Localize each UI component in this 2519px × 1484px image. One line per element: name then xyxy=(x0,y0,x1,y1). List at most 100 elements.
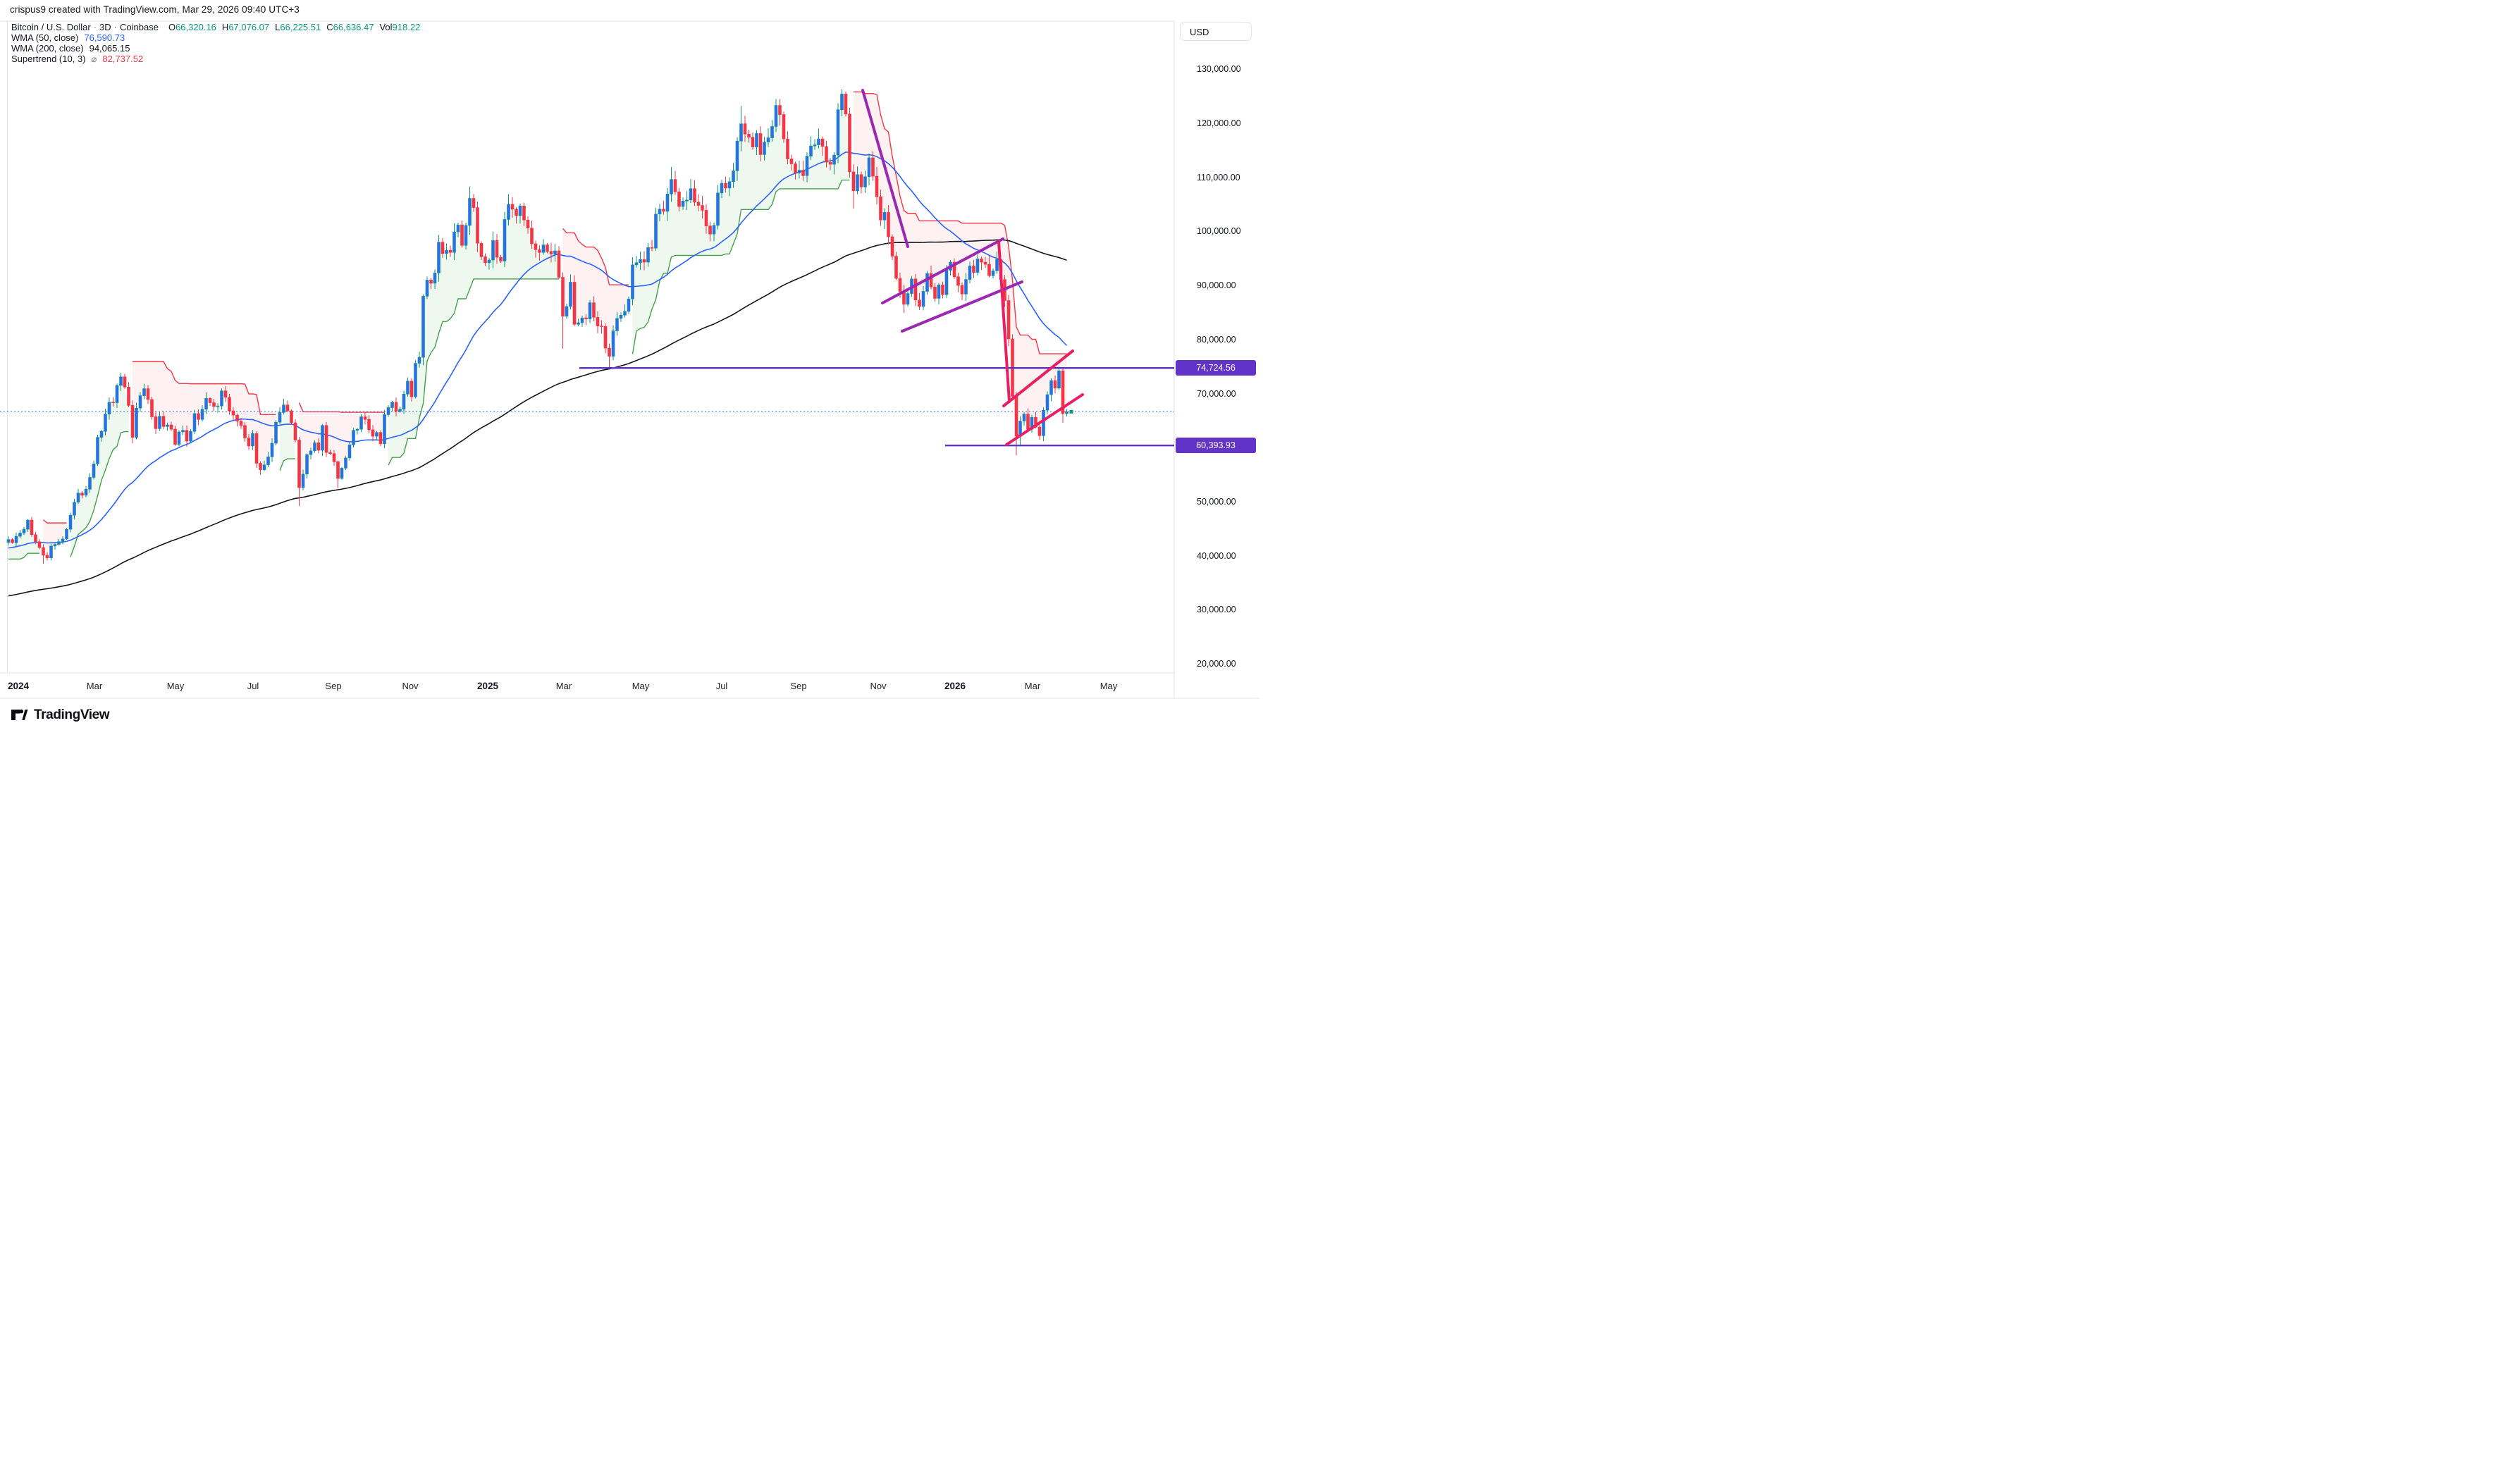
channel-lower[interactable] xyxy=(1005,393,1084,446)
candle-up xyxy=(809,145,813,156)
candle-down xyxy=(848,113,851,173)
candle-up xyxy=(937,284,941,299)
diameter-icon: ⌀ xyxy=(91,54,97,64)
candle-down xyxy=(123,376,127,388)
candle-down xyxy=(828,161,832,165)
legend-supertrend-row[interactable]: Supertrend (10, 3) ⌀ 82,737.52 xyxy=(11,54,143,65)
candle-up xyxy=(856,174,859,192)
candle-up xyxy=(189,431,192,442)
time-label-year: 2026 xyxy=(944,681,966,691)
breakdown-line[interactable] xyxy=(997,240,1011,403)
time-label-month: Sep xyxy=(325,681,342,691)
candle-up xyxy=(720,183,724,194)
candle-down xyxy=(549,251,553,254)
candle-up xyxy=(658,209,662,215)
candle-up xyxy=(763,142,766,155)
candle-down xyxy=(875,175,879,197)
candle-up xyxy=(882,212,887,221)
time-label-month: Mar xyxy=(1024,681,1041,691)
supertrend-down-zone xyxy=(133,361,276,470)
channel-upper[interactable] xyxy=(1002,350,1074,407)
candle-up xyxy=(867,157,871,178)
wedge-upper-line[interactable] xyxy=(881,237,1004,304)
candle-down xyxy=(332,453,336,462)
tradingview-logo[interactable]: TradingView xyxy=(10,705,110,724)
candle-up xyxy=(99,431,104,438)
candle-up xyxy=(138,395,142,409)
candle-up xyxy=(142,388,146,396)
candle-down xyxy=(918,299,921,307)
candle-down xyxy=(933,287,937,299)
candle-down xyxy=(701,205,704,211)
candle-down xyxy=(499,256,503,261)
candle-up xyxy=(491,240,495,261)
high-value: 67,076.07 xyxy=(228,22,270,32)
candle-up xyxy=(503,219,507,261)
candle-up xyxy=(685,199,689,202)
price-tick-label: 80,000.00 xyxy=(1197,334,1236,345)
candle-up xyxy=(739,123,743,142)
legend-wma50-row[interactable]: WMA (50, close) 76,590.73 xyxy=(11,32,125,43)
chart-canvas[interactable] xyxy=(0,0,1260,742)
candle-up xyxy=(115,385,119,403)
tradingview-logo-icon xyxy=(11,709,28,720)
candle-up xyxy=(282,404,285,413)
candle-down xyxy=(479,242,484,257)
candle-up xyxy=(14,536,18,543)
candle-down xyxy=(42,547,45,556)
candle-down xyxy=(890,236,894,256)
candle-up xyxy=(1049,380,1053,395)
candle-down xyxy=(851,171,856,192)
price-label-badge-upper: 74,724.56 xyxy=(1176,360,1256,376)
candle-up xyxy=(634,262,639,266)
candle-down xyxy=(150,399,154,417)
candle-up xyxy=(968,266,972,280)
supertrend-label: Supertrend (10, 3) xyxy=(11,54,86,64)
candle-up xyxy=(836,109,840,156)
candle-up xyxy=(192,413,197,432)
candle-up xyxy=(104,414,107,432)
supertrend-down-line xyxy=(43,519,67,524)
candle-up xyxy=(278,412,282,423)
supertrend-up-line xyxy=(388,278,559,466)
volume-label: Vol xyxy=(379,22,393,32)
candle-up xyxy=(200,409,204,420)
candle-up xyxy=(580,317,584,323)
candle-up xyxy=(301,474,305,488)
candle-up xyxy=(654,214,658,249)
candle-up xyxy=(755,133,758,147)
time-label-month: Mar xyxy=(555,681,572,691)
price-tick-label: 120,000.00 xyxy=(1197,118,1241,128)
legend-series-row[interactable]: Bitcoin / U.S. Dollar · 3D · Coinbase O66,320… xyxy=(11,22,421,32)
candle-up xyxy=(797,170,801,173)
candle-down xyxy=(1037,426,1042,436)
candle-up xyxy=(73,502,76,516)
candle-up xyxy=(18,533,22,537)
candle-down xyxy=(111,402,115,404)
candle-up xyxy=(313,443,316,452)
candle-up xyxy=(274,421,278,444)
candle-up xyxy=(355,428,359,431)
supertrend-up-line xyxy=(70,431,129,557)
supertrend-up-line xyxy=(8,552,39,560)
candle-down xyxy=(495,240,499,258)
currency-button[interactable]: USD xyxy=(1180,22,1252,41)
candle-down xyxy=(887,212,890,237)
candle-down xyxy=(879,196,882,221)
candle-down xyxy=(367,419,371,431)
downtrend-line[interactable] xyxy=(861,89,909,248)
candle-up xyxy=(813,144,817,147)
time-label-year: 2024 xyxy=(7,681,30,691)
supertrend-down-zone xyxy=(299,402,385,488)
legend-wma200-row[interactable]: WMA (200, close) 94,065.15 xyxy=(11,43,130,54)
candle-down xyxy=(677,192,681,207)
plot-area[interactable] xyxy=(0,89,1174,597)
candle-up xyxy=(569,282,572,307)
price-tick-label: 130,000.00 xyxy=(1197,64,1241,75)
candle-up xyxy=(975,259,980,273)
tradingview-logo-text: TradingView xyxy=(34,707,110,722)
candle-down xyxy=(1014,396,1018,437)
candle-down xyxy=(960,285,964,295)
candle-down xyxy=(429,280,433,284)
candle-up xyxy=(906,293,910,305)
